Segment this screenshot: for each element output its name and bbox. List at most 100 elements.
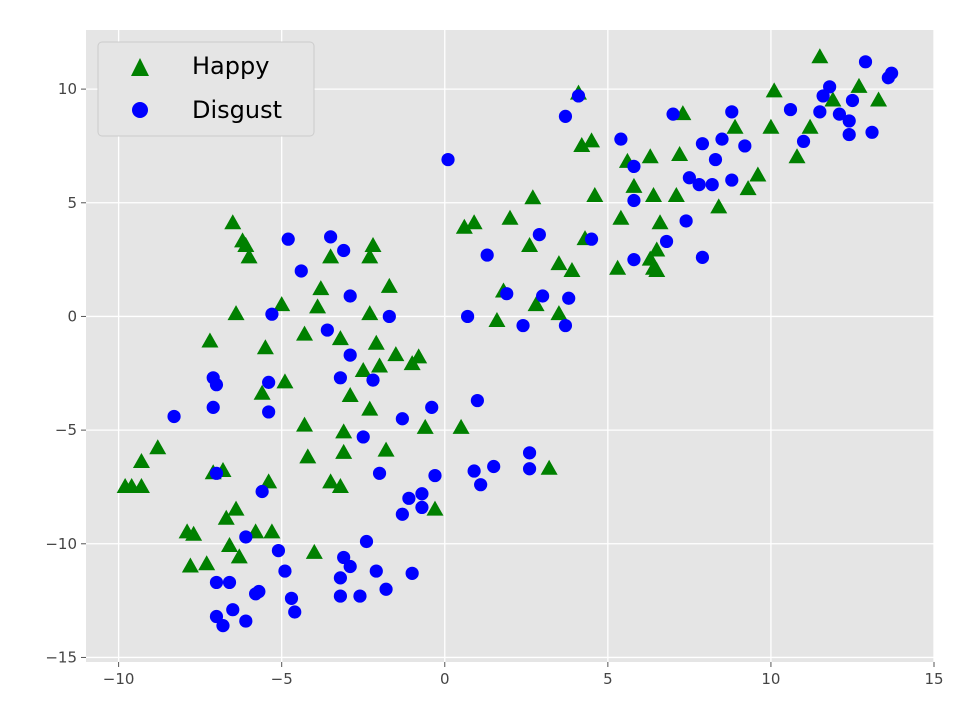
data-point-disgust <box>239 614 253 628</box>
y-tick-labels: −15 −10 −5 0 5 10 <box>45 80 77 666</box>
data-point-disgust <box>865 125 879 139</box>
axis-ticks <box>81 88 935 667</box>
data-point-happy <box>230 548 248 564</box>
legend: Happy Disgust <box>97 41 315 137</box>
data-point-disgust <box>239 530 253 544</box>
data-point-disgust <box>536 289 550 303</box>
data-point-happy <box>149 439 167 455</box>
data-point-happy <box>488 311 506 327</box>
data-point-disgust <box>627 193 641 208</box>
data-point-happy <box>221 537 239 553</box>
data-point-happy <box>824 91 842 107</box>
data-point-disgust <box>382 309 396 324</box>
data-point-disgust <box>209 609 224 624</box>
data-point-happy <box>762 118 780 134</box>
data-point-disgust <box>425 400 439 414</box>
data-point-happy <box>710 198 728 214</box>
data-point-happy <box>648 261 666 277</box>
data-point-disgust <box>333 571 347 585</box>
x-tick-label: −10 <box>103 670 135 688</box>
data-point-disgust <box>666 107 680 121</box>
data-point-disgust <box>558 318 573 333</box>
y-tick-label: 5 <box>67 194 77 212</box>
data-point-happy <box>256 339 274 355</box>
data-point-happy <box>550 255 568 271</box>
data-point-happy <box>455 218 473 234</box>
legend-box <box>97 41 315 137</box>
data-point-happy <box>583 132 601 148</box>
data-point-happy <box>667 186 685 202</box>
data-point-disgust <box>284 591 299 605</box>
x-tick-label: 15 <box>924 670 943 688</box>
data-point-happy <box>312 280 330 296</box>
data-point-disgust <box>695 137 710 151</box>
data-point-happy <box>240 248 258 264</box>
data-point-disgust <box>705 177 719 192</box>
data-point-disgust <box>395 507 409 521</box>
data-point-disgust <box>415 487 429 501</box>
series-happy <box>116 48 888 573</box>
legend-label-disgust: Disgust <box>192 96 282 124</box>
data-point-happy <box>367 334 385 350</box>
data-point-disgust <box>715 132 729 146</box>
data-point-happy <box>273 296 291 312</box>
data-point-disgust <box>249 587 263 601</box>
data-point-happy <box>749 166 767 182</box>
data-point-happy <box>387 346 405 362</box>
data-point-happy <box>361 248 379 264</box>
data-point-happy <box>625 177 643 193</box>
data-point-disgust <box>816 89 830 103</box>
data-point-happy <box>540 459 558 475</box>
data-point-happy <box>801 118 819 134</box>
data-point-disgust <box>682 171 696 185</box>
data-point-happy <box>371 357 389 373</box>
data-point-disgust <box>627 159 641 174</box>
data-point-disgust <box>369 564 383 578</box>
data-point-happy <box>563 261 581 277</box>
data-points <box>116 48 899 633</box>
data-point-disgust <box>343 348 357 362</box>
data-point-disgust <box>783 102 798 117</box>
data-point-happy <box>465 214 483 230</box>
data-point-happy <box>765 82 783 98</box>
data-point-disgust <box>692 177 706 192</box>
data-point-disgust <box>402 491 416 505</box>
data-point-disgust <box>379 582 393 596</box>
data-point-happy <box>641 148 659 164</box>
data-point-happy <box>380 277 398 293</box>
data-point-disgust <box>395 412 409 426</box>
data-point-happy <box>573 136 591 152</box>
data-point-happy <box>361 305 379 321</box>
data-point-disgust <box>571 89 586 103</box>
data-point-happy <box>524 189 542 205</box>
data-point-happy <box>331 477 349 493</box>
data-point-disgust <box>222 575 237 590</box>
data-point-happy <box>501 209 519 225</box>
data-point-happy <box>309 298 327 314</box>
data-point-disgust <box>627 253 641 267</box>
data-point-disgust <box>265 307 279 321</box>
data-point-happy <box>645 186 663 202</box>
data-point-disgust <box>255 484 269 499</box>
data-point-happy <box>260 473 278 489</box>
data-point-disgust <box>522 462 537 476</box>
data-point-disgust <box>353 589 367 603</box>
data-point-happy <box>850 77 868 93</box>
data-point-disgust <box>614 132 628 146</box>
data-point-happy <box>870 91 888 107</box>
data-point-disgust <box>209 575 224 590</box>
data-point-disgust <box>209 466 224 480</box>
data-point-disgust <box>562 291 576 305</box>
data-point-happy <box>132 452 150 468</box>
data-point-disgust <box>522 446 537 460</box>
data-point-disgust <box>366 373 380 387</box>
data-point-happy <box>198 555 216 571</box>
data-point-happy <box>354 362 372 378</box>
data-point-happy <box>322 473 340 489</box>
y-tick-label: 0 <box>67 307 77 325</box>
data-point-happy <box>253 384 271 400</box>
x-tick-label: −5 <box>271 670 293 688</box>
data-point-disgust <box>832 107 847 121</box>
data-point-disgust <box>695 250 710 264</box>
